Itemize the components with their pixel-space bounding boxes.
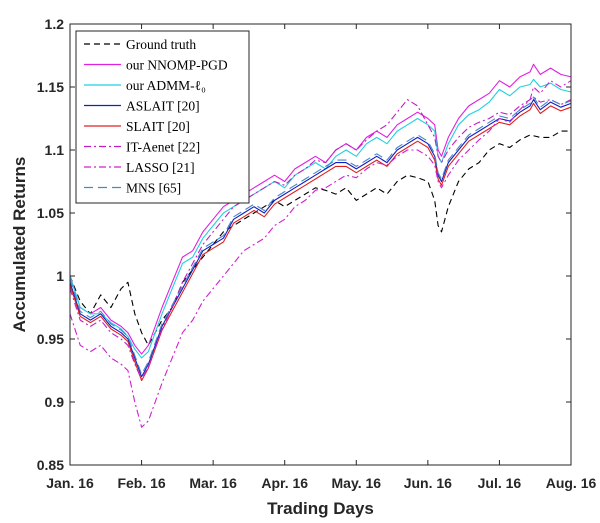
x-tick-label: Jan. 16 xyxy=(46,475,94,491)
y-tick-label: 0.9 xyxy=(45,394,65,410)
y-tick-label: 1.05 xyxy=(37,205,64,221)
legend-entry: ASLAIT [20] xyxy=(126,99,200,114)
legend-entry: SLAIT [20] xyxy=(126,119,190,134)
y-tick-label: 1 xyxy=(56,268,64,284)
legend-entry: our NNOMP-PGD xyxy=(126,58,228,73)
legend-box xyxy=(75,30,250,204)
series-line-7 xyxy=(69,80,572,428)
plot-frame xyxy=(69,23,572,466)
series-line-5 xyxy=(69,102,572,382)
series-layer xyxy=(69,63,572,428)
y-tick-label: 1.15 xyxy=(37,79,64,95)
x-tick-label: Feb. 16 xyxy=(117,475,165,491)
x-tick-label: Aug. 16 xyxy=(546,475,597,491)
y-tick-label: 0.85 xyxy=(37,457,64,473)
legend-entry: MNS [65] xyxy=(126,181,181,196)
series-line-6 xyxy=(69,96,572,380)
legend-entry: our ADMM-ℓ₀ xyxy=(126,78,206,93)
y-tick-label: 1.2 xyxy=(45,16,65,32)
y-tick-label: 0.95 xyxy=(37,331,64,347)
legend: Ground truth our NNOMP-PGD our ADMM-ℓ₀ ASLA… xyxy=(75,30,250,204)
tick-layer: 0.85 0.9 0.95 1 1.05 1.1 1.15 1.2 Jan. 16 Feb. 16… xyxy=(37,16,597,491)
y-axis-label: Accumulated Returns xyxy=(10,157,29,333)
y-tick-label: 1.1 xyxy=(45,142,65,158)
legend-entry: Ground truth xyxy=(126,37,196,52)
x-tick-label: Mar. 16 xyxy=(189,475,237,491)
x-axis-label: Trading Days xyxy=(267,499,374,518)
legend-entry: IT-Aenet [22] xyxy=(126,140,200,155)
x-tick-label: Jun. 16 xyxy=(404,475,452,491)
x-tick-label: Apr. 16 xyxy=(261,475,308,491)
x-tick-label: May. 16 xyxy=(332,475,382,491)
series-line-4 xyxy=(69,99,572,378)
x-tick-label: Jul. 16 xyxy=(478,475,522,491)
legend-entry: LASSO [21] xyxy=(126,160,195,175)
series-line-8 xyxy=(69,96,572,375)
series-line-1 xyxy=(69,130,571,346)
